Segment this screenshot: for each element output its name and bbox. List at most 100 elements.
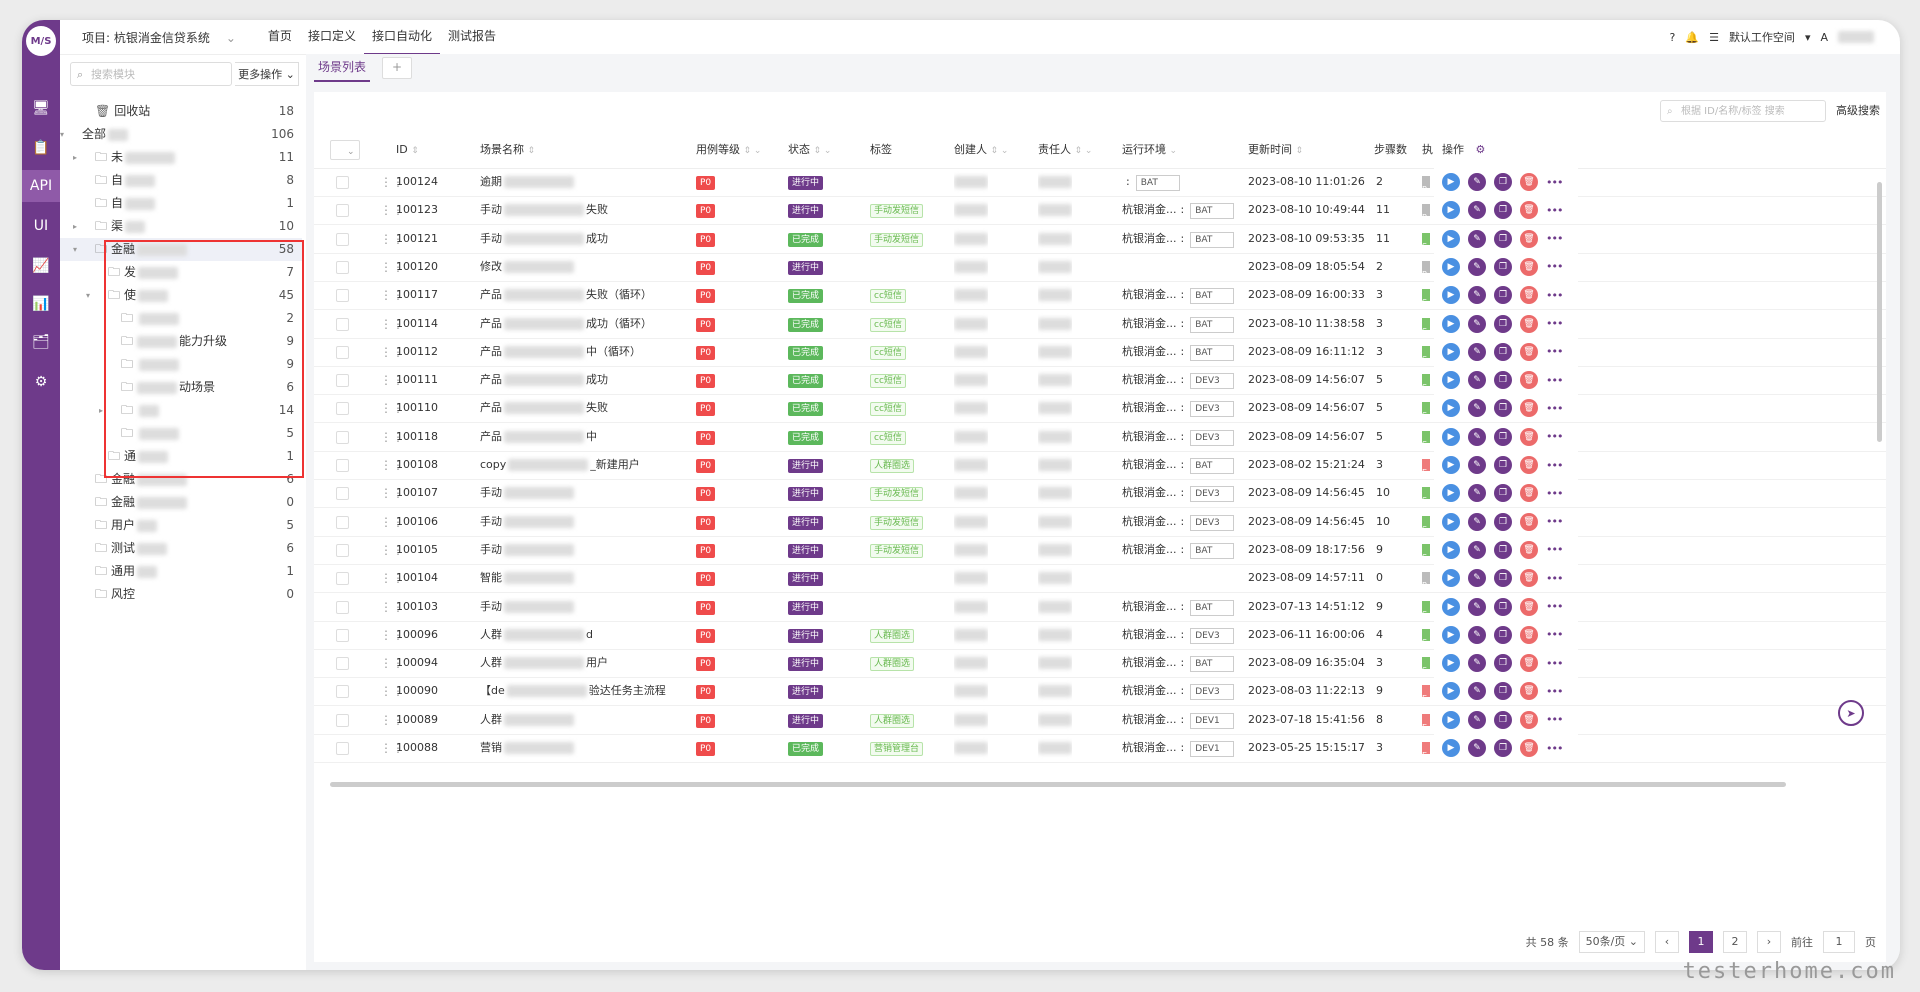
edit-icon[interactable]: ✎ [1468,569,1486,588]
drag-handle-icon[interactable]: ⋮⋮ [380,401,404,416]
more-icon[interactable]: ••• [1546,232,1563,246]
more-icon[interactable]: ••• [1546,628,1563,642]
select-all-checkbox[interactable]: ⌄ [330,140,360,160]
drag-handle-icon[interactable]: ⋮⋮ [380,656,404,671]
row-checkbox[interactable] [336,742,349,755]
row-name[interactable]: 产品 失败 [480,394,680,422]
col-id[interactable]: ID ⇕ [396,143,419,156]
copy-icon[interactable]: ❐ [1494,201,1512,220]
tree-item[interactable]: 🗀 通用 1 [60,560,302,583]
copy-icon[interactable]: ❐ [1494,342,1512,361]
project-selector[interactable]: 项目: 杭银消金信贷系统 ⌄ [82,29,236,46]
edit-icon[interactable]: ✎ [1468,597,1486,616]
drag-handle-icon[interactable]: ⋮⋮ [380,627,404,642]
row-name[interactable]: 人群 d [480,621,680,649]
table-row[interactable]: ⋮⋮ 100117 产品 失败（循环） P0 已完成 cc短信 杭银消金...: BAT 2023… [314,281,1886,311]
tree-item[interactable]: 🗀 自 1 [60,192,302,215]
more-icon[interactable]: ••• [1546,430,1563,444]
more-icon[interactable]: ••• [1546,486,1563,500]
row-checkbox[interactable] [336,685,349,699]
copy-icon[interactable]: ❐ [1494,625,1512,644]
run-icon[interactable]: ▶ [1442,201,1460,220]
copy-icon[interactable]: ❐ [1494,682,1512,701]
drag-handle-icon[interactable]: ⋮⋮ [380,712,404,727]
prev-page-button[interactable]: ‹ [1655,931,1679,953]
table-row[interactable]: ⋮⋮ 100096 人群 d P0 进行中 人群圈选 杭银消金...: DEV3 2023-06-… [314,620,1886,650]
more-icon[interactable]: ••• [1546,543,1563,557]
row-checkbox[interactable] [336,317,349,331]
row-name[interactable]: 手动 失败 [480,196,680,224]
copy-icon[interactable]: ❐ [1494,654,1512,673]
edit-icon[interactable]: ✎ [1468,342,1486,361]
copy-icon[interactable]: ❐ [1494,427,1512,446]
run-icon[interactable]: ▶ [1442,399,1460,418]
table-row[interactable]: ⋮⋮ 100089 人群 P0 进行中 人群圈选 杭银消金...: DEV1 2023-07-1… [314,705,1886,735]
table-row[interactable]: ⋮⋮ 100112 产品 中（循环） P0 已完成 cc短信 杭银消金...: BAT 2023-… [314,337,1886,367]
delete-icon[interactable]: 🗑 [1520,569,1538,588]
copy-icon[interactable]: ❐ [1494,399,1512,418]
delete-icon[interactable]: 🗑 [1520,371,1538,390]
tree-item[interactable]: 🗀 能力升级 9 [60,330,302,353]
folder-settings-icon[interactable]: 🗂 [32,334,50,350]
col-creator[interactable]: 创建人 ⇕ ⌄ [954,143,1009,156]
table-row[interactable]: ⋮⋮ 100088 营销 P0 已完成 营销管理台 杭银消金...: DEV1 2023-05-… [314,734,1886,763]
run-icon[interactable]: ▶ [1442,654,1460,673]
drag-handle-icon[interactable]: ⋮⋮ [380,599,404,614]
drag-handle-icon[interactable]: ⋮⋮ [380,259,404,274]
run-icon[interactable]: ▶ [1442,625,1460,644]
col-status[interactable]: 状态 ⇕ ⌄ [788,143,832,156]
copy-icon[interactable]: ❐ [1494,484,1512,503]
monitor-icon[interactable]: 🖥 [32,100,50,116]
edit-icon[interactable]: ✎ [1468,201,1486,220]
delete-icon[interactable]: 🗑 [1520,625,1538,644]
copy-icon[interactable]: ❐ [1494,540,1512,559]
row-checkbox[interactable] [336,176,349,189]
run-icon[interactable]: ▶ [1442,456,1460,474]
drag-handle-icon[interactable]: ⋮⋮ [380,514,404,529]
edit-icon[interactable]: ✎ [1468,540,1486,559]
more-icon[interactable]: ••• [1546,373,1563,387]
api-icon[interactable]: API [22,170,60,202]
delete-icon[interactable]: 🗑 [1520,682,1538,701]
nav-api-automation[interactable]: 接口自动化 [363,20,440,55]
edit-icon[interactable]: ✎ [1468,427,1486,446]
drag-handle-icon[interactable]: ⋮⋮ [380,741,404,755]
drag-handle-icon[interactable]: ⋮⋮ [380,344,404,359]
row-name[interactable]: 手动 [480,508,680,536]
table-row[interactable]: ⋮⋮ 100118 产品 中 P0 已完成 cc短信 杭银消金...: DEV3 2023-08-… [314,422,1886,452]
row-name[interactable]: 手动 成功 [480,225,680,253]
chevron-right-icon[interactable]: ▸ [99,406,104,415]
delete-icon[interactable]: 🗑 [1520,597,1538,616]
copy-icon[interactable]: ❐ [1494,371,1512,390]
row-checkbox[interactable] [336,459,349,472]
chevron-down-icon[interactable]: ▾ [73,245,78,254]
edit-icon[interactable]: ✎ [1468,173,1486,191]
tree-item[interactable]: 🗀 通 1 [60,445,302,468]
chevron-down-icon[interactable]: ▾ [60,130,65,139]
delete-icon[interactable]: 🗑 [1520,710,1538,729]
col-owner[interactable]: 责任人 ⇕ ⌄ [1038,143,1093,156]
page-1[interactable]: 1 [1689,931,1713,953]
run-icon[interactable]: ▶ [1442,371,1460,390]
add-tab-button[interactable]: + [382,57,413,79]
page-size-select[interactable]: 50条/页 ⌄ [1578,931,1645,953]
copy-icon[interactable]: ❐ [1494,512,1512,531]
more-icon[interactable]: ••• [1546,656,1563,670]
row-checkbox[interactable] [336,487,349,501]
delete-icon[interactable]: 🗑 [1520,456,1538,474]
more-icon[interactable]: ••• [1546,515,1563,529]
edit-icon[interactable]: ✎ [1468,399,1486,418]
more-icon[interactable]: ••• [1546,317,1563,330]
col-env[interactable]: 运行环境 ⌄ [1122,143,1178,156]
tree-item[interactable]: 🗀 用户 5 [60,514,302,537]
delete-icon[interactable]: 🗑 [1520,201,1538,220]
edit-icon[interactable]: ✎ [1468,682,1486,701]
table-row[interactable]: ⋮⋮ 100110 产品 失败 P0 已完成 cc短信 杭银消金...: DEV3 2023-08… [314,394,1886,424]
tree-item[interactable]: ▸ 🗀 未 11 [60,146,302,169]
run-icon[interactable]: ▶ [1442,739,1460,757]
copy-icon[interactable]: ❐ [1494,739,1512,757]
copy-icon[interactable]: ❐ [1494,229,1512,248]
copy-icon[interactable]: ❐ [1494,569,1512,588]
table-row[interactable]: ⋮⋮ 100111 产品 成功 P0 已完成 cc短信 杭银消金...: DEV3 2023-08… [314,366,1886,396]
tree-item[interactable]: 🗀 自 8 [60,169,302,192]
